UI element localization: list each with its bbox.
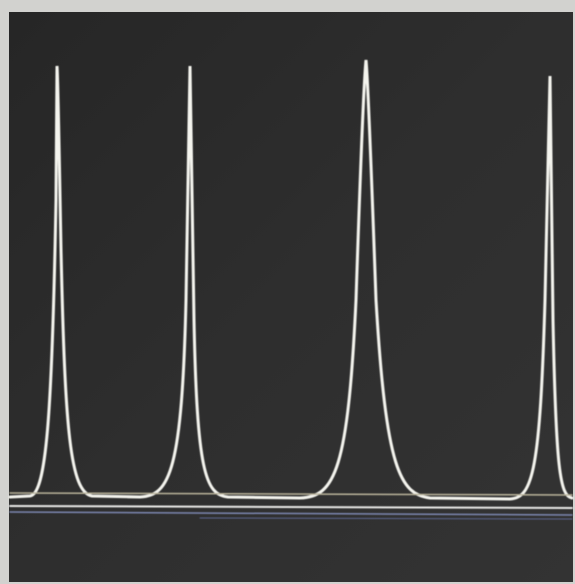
- photo: [0, 0, 575, 584]
- page: [0, 0, 575, 584]
